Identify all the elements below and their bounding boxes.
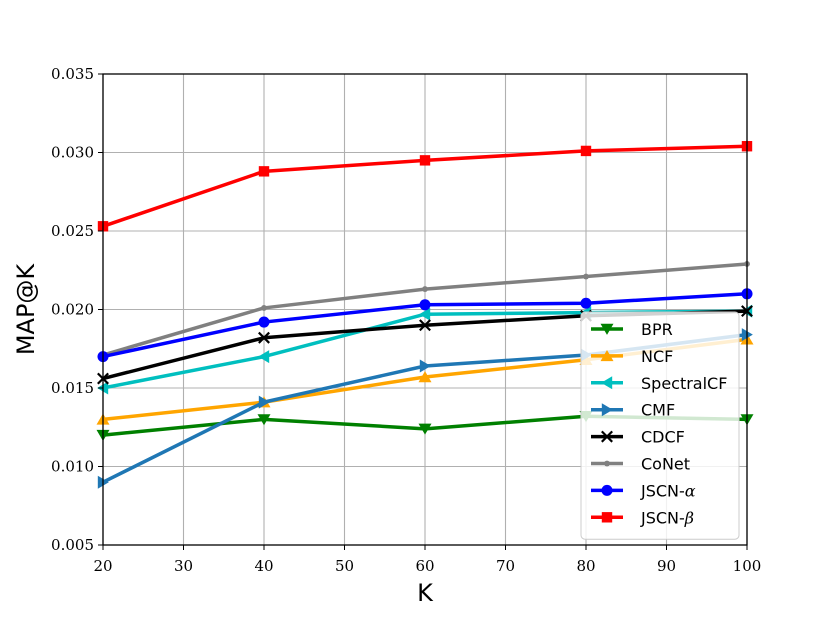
x-axis-title: K [417, 579, 434, 607]
data-point [258, 166, 270, 177]
data-point [419, 319, 431, 332]
legend-label: NCF [641, 347, 673, 366]
legend-entry: CoNet [591, 455, 690, 474]
x-tick-label: 60 [415, 557, 434, 575]
legend-label: CoNet [641, 455, 690, 474]
legend-label: JSCN-α [640, 481, 696, 500]
x-tick-label: 90 [657, 557, 676, 575]
data-point [418, 423, 432, 435]
data-point [258, 350, 270, 364]
data-point [257, 414, 271, 426]
legend-entry: CMF [591, 401, 675, 420]
legend-entry: CDCF [591, 428, 685, 447]
y-tick-label: 0.030 [51, 144, 94, 162]
x-tick-label: 70 [496, 557, 515, 575]
legend-marker [601, 512, 613, 523]
legend-label: SpectralCF [641, 374, 727, 393]
data-point [422, 286, 428, 293]
y-tick-label: 0.035 [51, 65, 94, 83]
legend-label: CDCF [641, 428, 685, 447]
x-tick-label: 50 [335, 557, 354, 575]
data-point [258, 331, 270, 344]
legend-marker [601, 403, 613, 417]
y-tick-label: 0.010 [51, 458, 94, 476]
data-point [419, 359, 431, 373]
legend-label: BPR [641, 320, 673, 339]
legend-marker [601, 484, 613, 496]
legend-entry: JSCN-α [591, 481, 696, 500]
legend-marker [604, 460, 610, 467]
x-tick-label: 80 [576, 557, 595, 575]
data-point [419, 307, 431, 321]
y-tick-label: 0.020 [51, 301, 94, 319]
legend-entry: BPR [591, 320, 673, 339]
y-tick-label: 0.015 [51, 379, 94, 397]
data-point [580, 297, 592, 309]
y-axis-title: MAP@K [12, 263, 40, 356]
data-point [580, 145, 592, 157]
legend-box [580, 311, 740, 540]
y-tick-label: 0.025 [51, 222, 94, 240]
legend-marker [600, 323, 614, 335]
legend-marker [601, 430, 613, 443]
axis-ticks: 20 30 40 50 60 70 80 90 100 0.005 0.010 0.015 0.020 0… [51, 65, 761, 575]
legend-marker [601, 376, 613, 390]
data-point [583, 273, 589, 280]
x-tick-label: 30 [174, 557, 193, 575]
x-tick-label: 100 [733, 557, 762, 575]
legend-label: JSCN-β [640, 508, 694, 527]
data-point [418, 371, 432, 383]
y-tick-label: 0.005 [51, 536, 94, 554]
x-tick-label: 20 [93, 557, 112, 575]
legend-marker [600, 350, 614, 362]
data-point [419, 299, 431, 311]
legend: BPR NCF SpectralCF CMF CDCF CoNet JSCN-α JSCN-β [580, 311, 740, 540]
data-point [258, 395, 270, 409]
legend-label: CMF [641, 401, 675, 420]
legend-entry: SpectralCF [591, 374, 727, 393]
data-point [261, 305, 267, 311]
data-point [419, 155, 431, 166]
legend-entry: NCF [591, 347, 673, 366]
data-point [258, 316, 270, 328]
legend-entry: JSCN-β [591, 508, 694, 527]
x-tick-label: 40 [254, 557, 273, 575]
